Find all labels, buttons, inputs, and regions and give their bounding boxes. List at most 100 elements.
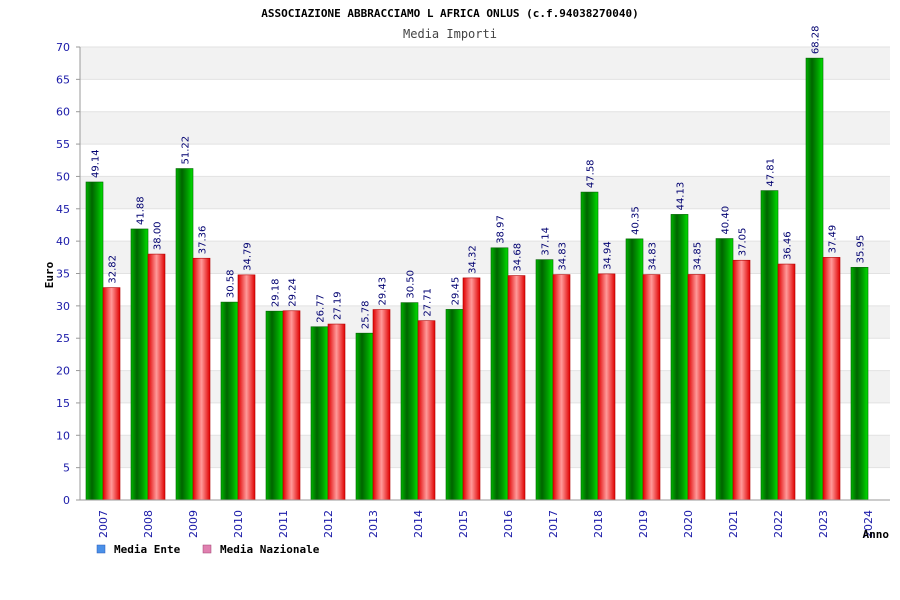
- data-label: 29.24: [288, 278, 299, 307]
- y-tick-label: 15: [56, 397, 70, 410]
- x-tick-label: 2021: [727, 510, 740, 538]
- grid-band: [80, 176, 890, 209]
- bar-media-nazionale: [327, 323, 346, 501]
- legend-label-nazionale: Media Nazionale: [220, 543, 320, 556]
- data-label: 34.85: [693, 242, 704, 271]
- x-tick-label: 2012: [322, 510, 335, 538]
- data-label: 34.83: [558, 242, 569, 271]
- x-tick-label: 2019: [637, 510, 650, 538]
- data-label: 44.13: [676, 182, 687, 211]
- data-label: 34.94: [603, 241, 614, 270]
- grid-band: [80, 47, 890, 80]
- bar-media-nazionale: [102, 287, 121, 501]
- chart-title: ASSOCIAZIONE ABBRACCIAMO L AFRICA ONLUS …: [261, 7, 639, 20]
- bar-media-ente: [805, 57, 824, 501]
- y-tick-label: 50: [56, 170, 70, 183]
- bar-media-ente: [625, 238, 644, 501]
- grid-band: [80, 241, 890, 274]
- y-tick-label: 30: [56, 300, 70, 313]
- grid-band: [80, 111, 890, 145]
- data-label: 37.05: [738, 228, 749, 257]
- x-axis-title: Anno: [863, 528, 890, 541]
- bar-media-nazionale: [237, 274, 256, 501]
- x-tick-label: 2014: [412, 510, 425, 538]
- data-label: 34.68: [513, 243, 524, 272]
- data-label: 34.79: [243, 242, 254, 271]
- data-label: 26.77: [316, 294, 327, 323]
- bar-media-ente: [310, 326, 329, 501]
- data-label: 41.88: [136, 196, 147, 225]
- x-tick-label: 2022: [772, 510, 785, 538]
- data-label: 40.40: [721, 206, 732, 235]
- bar-media-nazionale: [282, 310, 301, 501]
- chart-subtitle: Media Importi: [403, 27, 497, 41]
- bar-media-nazionale: [192, 257, 211, 501]
- x-tick-label: 2023: [817, 510, 830, 538]
- x-tick-label: 2017: [547, 510, 560, 538]
- bar-media-ente: [715, 238, 734, 501]
- data-label: 29.43: [378, 277, 389, 306]
- data-label: 25.78: [361, 301, 372, 330]
- bar-media-ente: [220, 301, 239, 501]
- y-tick-label: 5: [63, 462, 70, 475]
- y-tick-label: 0: [63, 494, 70, 507]
- bar-media-ente: [580, 191, 599, 501]
- data-label: 34.83: [648, 242, 659, 271]
- bar-media-nazionale: [462, 277, 481, 501]
- bar-media-ente: [490, 247, 509, 501]
- plot-background: [80, 46, 890, 501]
- legend-swatch-nazionale: [202, 544, 212, 554]
- x-tick-label: 2016: [502, 510, 515, 538]
- data-label: 32.82: [108, 255, 119, 284]
- bar-media-ente: [400, 302, 419, 501]
- bar-media-nazionale: [687, 274, 706, 501]
- bar-media-ente: [535, 259, 554, 501]
- data-label: 36.46: [783, 231, 794, 260]
- x-tick-label: 2015: [457, 510, 470, 538]
- bar-media-nazionale: [507, 275, 526, 501]
- bar-media-ente: [175, 168, 194, 501]
- x-tick-label: 2009: [187, 510, 200, 538]
- data-label: 68.28: [811, 25, 822, 54]
- x-axis: 2007 2008 2009 2010 2011 2012 2013 2014 2015 2016…: [80, 499, 890, 538]
- y-tick-label: 70: [56, 41, 70, 54]
- data-label: 47.58: [586, 159, 597, 188]
- data-label: 30.58: [226, 269, 237, 298]
- y-tick-label: 20: [56, 365, 70, 378]
- bar-media-nazionale: [732, 259, 751, 501]
- bar-media-ente: [760, 190, 779, 501]
- data-label: 27.71: [423, 288, 434, 317]
- bar-media-ente: [85, 181, 104, 501]
- bars-group: [85, 57, 869, 501]
- x-tick-label: 2011: [277, 510, 290, 538]
- data-label: 34.32: [468, 245, 479, 274]
- data-label: 49.14: [91, 149, 102, 178]
- data-label: 35.95: [856, 235, 867, 264]
- grid-band: [80, 435, 890, 468]
- data-label: 38.00: [153, 221, 164, 250]
- x-tick-label: 2013: [367, 510, 380, 538]
- data-label: 27.19: [333, 291, 344, 320]
- data-label: 37.49: [828, 225, 839, 254]
- y-tick-label: 40: [56, 235, 70, 248]
- data-label: 40.35: [631, 206, 642, 235]
- legend-label-ente: Media Ente: [114, 543, 181, 556]
- y-tick-label: 60: [56, 106, 70, 119]
- bar-media-ente: [670, 214, 689, 501]
- bar-media-nazionale: [642, 274, 661, 501]
- legend: Media Ente Media Nazionale: [96, 543, 320, 556]
- y-tick-label: 25: [56, 332, 70, 345]
- grid-band: [80, 370, 890, 403]
- bar-media-ente: [355, 332, 374, 501]
- data-label: 37.14: [541, 227, 552, 256]
- x-tick-label: 2024: [862, 510, 875, 538]
- x-tick-label: 2018: [592, 510, 605, 538]
- bar-media-nazionale: [372, 309, 391, 501]
- bar-media-nazionale: [777, 263, 796, 501]
- legend-swatch-ente: [96, 544, 106, 554]
- data-label: 29.18: [271, 279, 282, 308]
- bar-media-nazionale: [597, 273, 616, 501]
- y-tick-label: 65: [56, 73, 70, 86]
- bar-media-nazionale: [147, 253, 166, 501]
